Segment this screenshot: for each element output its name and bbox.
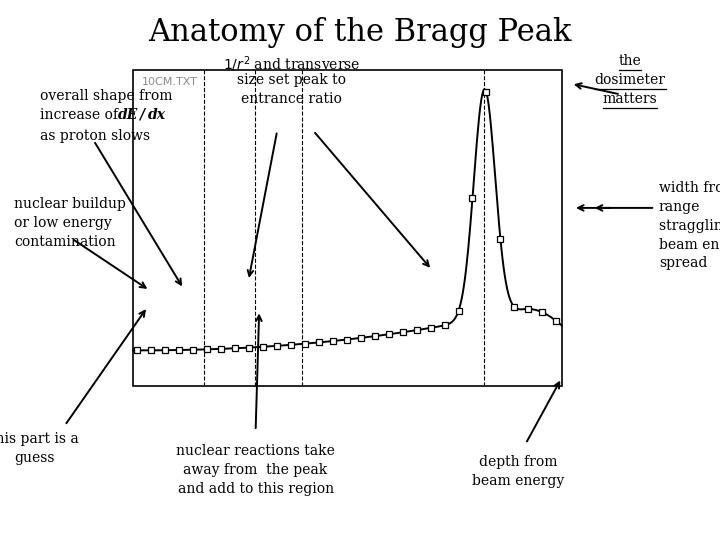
Text: spread: spread — [659, 256, 707, 271]
Text: Anatomy of the Bragg Peak: Anatomy of the Bragg Peak — [148, 17, 572, 48]
Text: nuclear reactions take: nuclear reactions take — [176, 444, 335, 458]
Text: nuclear buildup: nuclear buildup — [14, 197, 126, 211]
Text: dx: dx — [148, 108, 166, 122]
Text: contamination: contamination — [14, 235, 116, 249]
FancyBboxPatch shape — [133, 70, 562, 386]
Text: guess: guess — [14, 451, 55, 465]
Text: matters: matters — [603, 92, 657, 106]
Text: beam energy: beam energy — [472, 474, 564, 488]
Text: dosimeter: dosimeter — [595, 73, 665, 87]
Text: overall shape from: overall shape from — [40, 89, 172, 103]
Text: depth from: depth from — [479, 455, 558, 469]
Text: and add to this region: and add to this region — [178, 482, 333, 496]
Text: 10CM.TXT: 10CM.TXT — [142, 77, 198, 87]
Text: or low energy: or low energy — [14, 216, 112, 230]
Text: range: range — [659, 200, 700, 214]
Text: dE: dE — [117, 108, 138, 122]
Text: increase of: increase of — [40, 108, 122, 122]
Text: away from  the peak: away from the peak — [184, 463, 328, 477]
Text: $1/r^2$ and transverse: $1/r^2$ and transverse — [223, 54, 360, 73]
Text: as proton slows: as proton slows — [40, 129, 150, 143]
Text: beam energy: beam energy — [659, 238, 720, 252]
Text: this part is a: this part is a — [0, 432, 79, 446]
Text: entrance ratio: entrance ratio — [241, 92, 342, 106]
Text: width from: width from — [659, 181, 720, 195]
Text: straggling and: straggling and — [659, 219, 720, 233]
Text: /: / — [139, 108, 144, 122]
Text: the: the — [618, 54, 642, 68]
Text: size set peak to: size set peak to — [237, 73, 346, 87]
